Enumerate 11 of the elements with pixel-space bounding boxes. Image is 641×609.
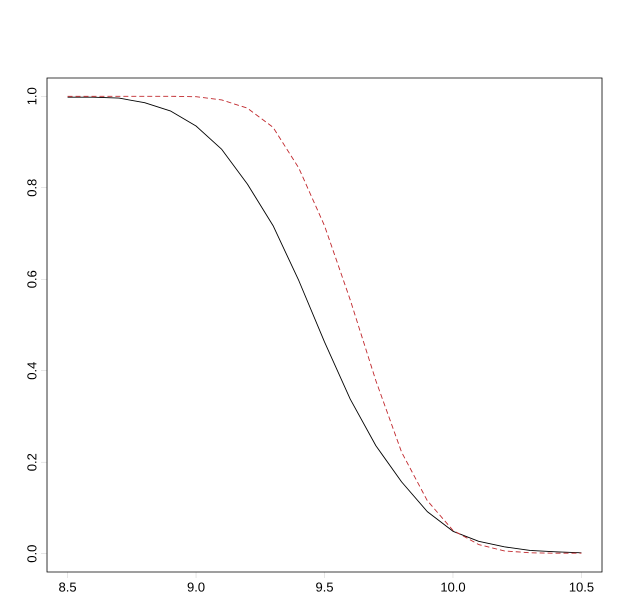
y-tick-label: 0.4 <box>27 362 36 380</box>
x-tick-label: 9.5 <box>316 582 333 592</box>
y-tick-label: 0.8 <box>27 179 36 196</box>
y-tick-label: 1.0 <box>27 88 36 104</box>
y-tick-label: 0.2 <box>27 454 36 471</box>
x-tick-label: 10.5 <box>570 582 594 592</box>
y-tick-label: 0.6 <box>27 270 36 288</box>
y-tick-label: 0.0 <box>27 545 36 562</box>
x-tick-label: 9.0 <box>188 582 205 592</box>
x-tick-label: 10.0 <box>441 582 466 592</box>
x-tick-label: 8.5 <box>59 582 76 592</box>
